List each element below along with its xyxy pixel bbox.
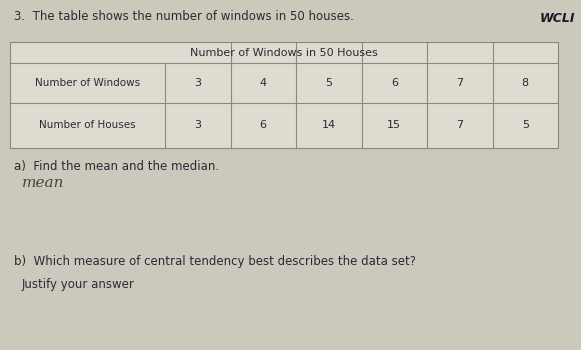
Text: b)  Which measure of central tendency best describes the data set?: b) Which measure of central tendency bes… [14, 255, 416, 268]
Text: 6: 6 [391, 78, 398, 88]
Text: 5: 5 [522, 120, 529, 131]
Text: 3: 3 [194, 120, 201, 131]
Text: Number of Houses: Number of Houses [39, 120, 136, 131]
Text: 14: 14 [322, 120, 336, 131]
Text: WCLI: WCLI [540, 12, 575, 25]
Text: Number of Windows in 50 Houses: Number of Windows in 50 Houses [190, 48, 378, 57]
Text: a)  Find the mean and the median.: a) Find the mean and the median. [14, 160, 219, 173]
Bar [10, 42, 558, 148]
Text: Number of Windows: Number of Windows [35, 78, 140, 88]
Text: Justify your answer: Justify your answer [22, 278, 135, 291]
Text: mean: mean [22, 176, 64, 190]
Text: 7: 7 [456, 120, 463, 131]
Bar [10, 42, 558, 148]
Text: 5: 5 [325, 78, 332, 88]
Text: 3.  The table shows the number of windows in 50 houses.: 3. The table shows the number of windows… [14, 10, 354, 23]
Text: 7: 7 [456, 78, 463, 88]
Text: 3: 3 [194, 78, 201, 88]
Text: 4: 4 [260, 78, 267, 88]
Text: 6: 6 [260, 120, 267, 131]
Text: 8: 8 [522, 78, 529, 88]
Text: 15: 15 [388, 120, 401, 131]
